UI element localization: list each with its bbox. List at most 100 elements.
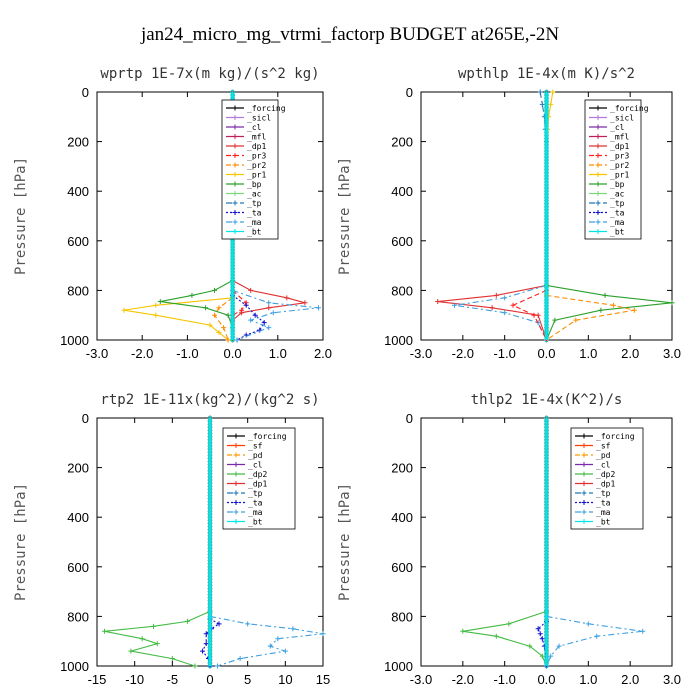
series-marker-bt xyxy=(544,238,549,243)
series-marker-bt xyxy=(544,570,549,576)
legend-marker xyxy=(581,509,587,515)
x-tick-label: -1.0 xyxy=(176,346,198,361)
series-marker-dp1 xyxy=(435,299,441,305)
y-tick-label: 0 xyxy=(406,411,413,426)
series-marker-bt xyxy=(544,518,549,523)
series-marker-pr1 xyxy=(153,312,159,318)
series-marker-bt xyxy=(544,260,549,265)
series-marker-bt xyxy=(544,201,549,206)
legend-entry: _tp xyxy=(610,199,625,208)
series-marker-bt xyxy=(544,133,549,138)
y-tick-label: 800 xyxy=(67,283,89,298)
chart-panel-1: wprtp 1E-7x(m kg)/(s^2 kg) Pressure [hPa]… xyxy=(13,66,332,361)
series-marker-bt xyxy=(544,440,549,445)
panel-title: thlp2 1E-4x(K^2)/s xyxy=(471,392,623,408)
legend-box xyxy=(570,427,644,530)
series-marker-bt xyxy=(207,595,213,600)
series-line-dp2 xyxy=(104,610,211,667)
series-marker-ta xyxy=(261,320,267,326)
y-tick-label: 200 xyxy=(391,135,413,150)
series-marker-bt xyxy=(544,660,549,666)
y-tick-label: 400 xyxy=(67,510,89,525)
series-marker-dp1 xyxy=(493,292,499,298)
legend-marker xyxy=(595,124,601,130)
series-marker-ma xyxy=(270,310,276,316)
legend-marker xyxy=(595,162,601,168)
series-marker-bt xyxy=(544,505,549,511)
series-marker-bt xyxy=(544,546,549,551)
series-marker-bp xyxy=(202,305,208,311)
legend-entry: _bt xyxy=(596,518,611,527)
series-marker-bt xyxy=(207,465,213,470)
series-marker-bt xyxy=(544,577,549,582)
series-marker-bt xyxy=(207,561,213,566)
legend: _forcing_sicl_cl_mfl_dp1_pr3_pr2_pr1_bp_… xyxy=(221,99,286,240)
series-marker-ta xyxy=(199,648,205,654)
series-marker-bt xyxy=(544,213,549,219)
series-marker-bt xyxy=(544,328,549,333)
series-marker-bt xyxy=(544,474,549,480)
series-marker-bt xyxy=(544,272,549,278)
legend-box xyxy=(584,99,642,240)
series-marker-bt xyxy=(230,260,235,265)
series-marker-bt xyxy=(207,589,213,594)
legend-marker xyxy=(233,500,239,505)
series-marker-bt xyxy=(544,300,549,305)
x-tick-label: 2.0 xyxy=(314,346,332,361)
series-marker-ma xyxy=(556,643,562,649)
legend-marker xyxy=(233,443,239,448)
legend-entry: _pr3 xyxy=(247,152,266,161)
x-tick-label: 2.0 xyxy=(621,672,639,687)
y-tick-label: 1000 xyxy=(60,333,89,348)
series-marker-bt xyxy=(544,161,549,166)
series-marker-bt xyxy=(544,282,549,287)
series-marker-bt xyxy=(207,623,213,628)
series-marker-bt xyxy=(544,294,549,299)
series-marker-ta xyxy=(539,636,545,642)
series-marker-bt xyxy=(207,663,213,669)
series-line-ma xyxy=(545,615,643,667)
series-marker-bt xyxy=(230,250,235,256)
series-marker-bt xyxy=(544,567,549,573)
series-marker-bt xyxy=(544,297,549,302)
series-marker-bt xyxy=(544,130,549,135)
series-marker-bt xyxy=(544,524,549,529)
legend-entry: _pr1 xyxy=(247,171,266,180)
series-marker-bt xyxy=(230,275,235,281)
series-marker-tp xyxy=(539,101,545,107)
series-marker-bt xyxy=(230,297,235,302)
legend-entry: _sf xyxy=(596,442,611,451)
series-marker-bt xyxy=(544,269,549,274)
series-marker-dp2 xyxy=(151,623,156,629)
series-marker-bt xyxy=(207,611,213,616)
series-marker-bp xyxy=(225,312,231,318)
series-marker-pr2 xyxy=(225,337,231,343)
x-tick-label: -1.0 xyxy=(493,346,515,361)
legend-entry: _ma xyxy=(596,508,611,517)
series-marker-bt xyxy=(207,449,213,455)
series-marker-tp xyxy=(537,89,543,95)
series-marker-dp2 xyxy=(169,656,175,662)
series-line-ta xyxy=(201,618,221,667)
series-marker-bt xyxy=(230,269,235,274)
x-tick-label: 1.0 xyxy=(269,346,287,361)
x-tick-label: 10 xyxy=(278,672,292,687)
series-marker-bt xyxy=(544,521,549,526)
series-marker-bt xyxy=(230,257,235,262)
series-marker-bt xyxy=(207,508,213,514)
series-marker-ma xyxy=(234,337,240,343)
series-marker-bt xyxy=(207,546,213,551)
series-marker-bt xyxy=(207,524,213,529)
series-marker-bt xyxy=(207,648,213,653)
series-marker-bt xyxy=(544,663,549,669)
series-marker-bt xyxy=(544,456,549,461)
legend-marker xyxy=(581,500,587,505)
series-marker-bt xyxy=(544,95,549,101)
series-marker-bt xyxy=(544,648,549,653)
series-marker-dp2 xyxy=(460,628,466,634)
series-marker-bt xyxy=(207,518,213,523)
series-marker-pr2 xyxy=(610,302,616,308)
legend-marker xyxy=(233,519,239,524)
series-marker-bt xyxy=(544,334,549,340)
